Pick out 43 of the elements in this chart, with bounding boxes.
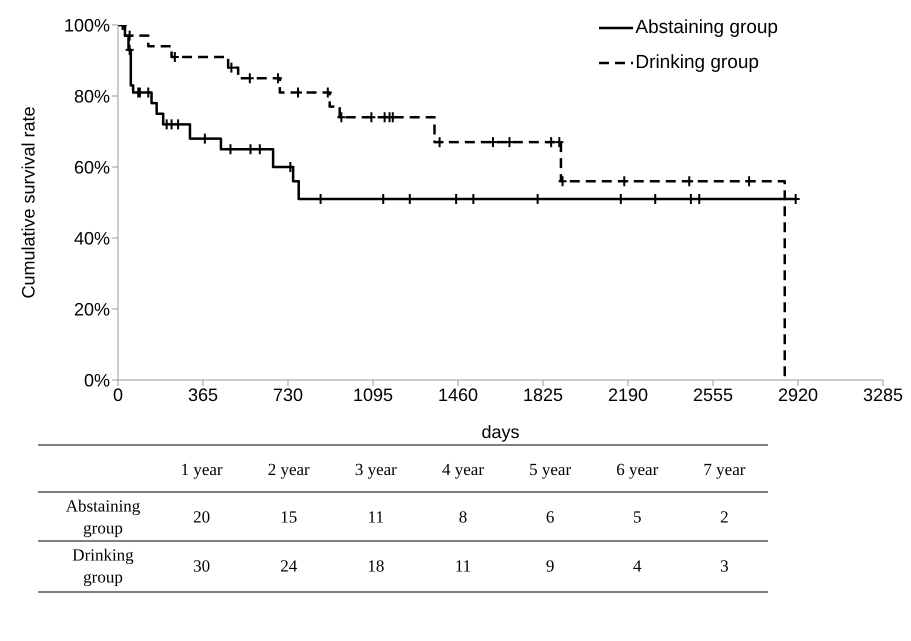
- y-tick-label: 100%: [64, 15, 110, 36]
- y-axis-title: Cumulative survival rate: [18, 106, 38, 299]
- x-tick-label: 0: [112, 384, 124, 405]
- x-tick-label: 3 year: [354, 460, 398, 479]
- x-tick-label: 2555: [692, 384, 734, 405]
- y-tick-label: 40%: [74, 228, 110, 248]
- y-tick-label: 80%: [74, 86, 110, 106]
- data-label: 30: [193, 556, 210, 576]
- x-tick-label: 2920: [778, 384, 818, 405]
- legend-label: Abstaining group: [635, 16, 778, 38]
- x-tick-label: 1 year: [180, 460, 223, 479]
- data-label: 20: [193, 508, 210, 526]
- y-tick-label: Abstaining group: [66, 496, 141, 538]
- data-label: 4: [633, 556, 642, 576]
- x-tick-label: 3285: [862, 384, 904, 405]
- x-tick-label: 1460: [438, 384, 478, 405]
- data-label: 6: [546, 508, 554, 526]
- data-label: 9: [546, 556, 554, 576]
- x-tick-label: 1095: [352, 384, 394, 405]
- x-axis-title: days: [481, 422, 520, 442]
- data-label: 5: [633, 508, 642, 526]
- data-label: 8: [458, 508, 468, 526]
- legend-label: Drinking group: [635, 52, 759, 74]
- data-label: 18: [367, 556, 384, 576]
- data-label: 11: [454, 556, 472, 576]
- data-label: 24: [280, 556, 298, 576]
- x-tick-label: 1825: [522, 384, 564, 405]
- y-tick-label: Drinking group: [72, 546, 134, 586]
- y-tick-label: 20%: [74, 299, 110, 320]
- x-tick-label: 2 year: [268, 460, 310, 479]
- data-label: 15: [280, 508, 298, 526]
- data-label: 3: [720, 556, 729, 576]
- y-tick-label: 60%: [74, 157, 110, 178]
- y-tick-label: 0%: [84, 370, 110, 390]
- data-label: 2: [720, 508, 729, 526]
- x-tick-label: 4 year: [442, 460, 484, 479]
- x-tick-label: 5 year: [529, 460, 572, 479]
- x-tick-label: 365: [188, 384, 218, 405]
- x-tick-label: 7 year: [703, 460, 746, 479]
- x-tick-label: 730: [272, 384, 304, 405]
- x-tick-label: 6 year: [616, 460, 659, 479]
- x-tick-label: 2190: [608, 384, 648, 405]
- data-label: 11: [368, 508, 384, 526]
